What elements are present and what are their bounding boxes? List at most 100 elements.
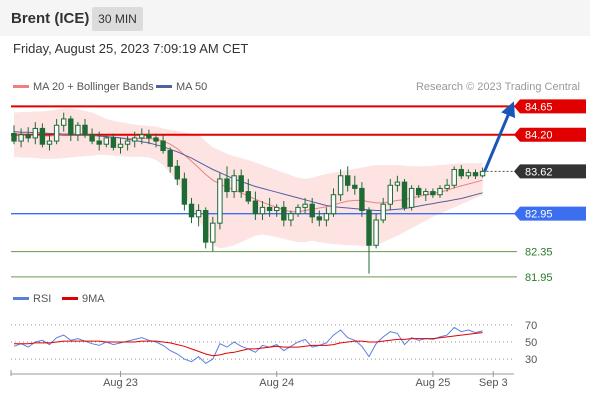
candle-body: [458, 168, 465, 177]
level-label-2: 83.62: [525, 166, 553, 178]
candle-41: [302, 197, 308, 214]
candle-body: [195, 210, 202, 218]
candle-body: [259, 206, 266, 215]
candle-body: [387, 184, 394, 205]
date-label: Friday, August 25, 2023 7:09:19 AM CET: [13, 41, 249, 56]
projection-arrow: [483, 101, 516, 172]
candle-body: [245, 191, 252, 202]
candle-12: [96, 131, 102, 151]
candle-14: [110, 133, 117, 151]
candle-body: [203, 210, 209, 243]
candle-0: [11, 125, 17, 145]
candle-26: [195, 204, 202, 227]
candle-body: [373, 219, 379, 246]
candle-10: [82, 118, 88, 138]
candle-39: [288, 210, 294, 227]
candle-47: [345, 166, 351, 192]
candle-61: [444, 178, 450, 192]
candle-body: [401, 181, 408, 208]
candle-44: [323, 207, 330, 227]
candle-body: [281, 206, 287, 221]
candle-body: [266, 206, 273, 212]
rsi-tick-label-1: 50: [525, 337, 537, 349]
rsi-tick-label-0: 70: [525, 320, 537, 332]
candle-59: [430, 188, 436, 198]
candle-body: [146, 134, 152, 139]
level-label-0: 84.65: [525, 101, 553, 113]
candle-body: [252, 200, 259, 215]
candle-body: [444, 184, 450, 189]
candle-body: [472, 172, 479, 177]
candle-1: [18, 128, 24, 148]
candle-body: [352, 184, 358, 189]
candle-30: [224, 166, 230, 198]
candle-body: [18, 134, 24, 142]
candle-body: [316, 216, 323, 221]
legend-swatch-ma50: [156, 85, 172, 88]
candle-body: [181, 178, 188, 205]
candle-body: [408, 187, 415, 208]
candle-63: [458, 165, 465, 179]
candle-31: [231, 169, 237, 198]
candle-56: [408, 185, 415, 211]
candle-body: [174, 165, 181, 180]
rsi-ma-line: [14, 332, 483, 357]
candle-body: [231, 175, 237, 193]
candle-27: [203, 207, 209, 249]
candle-23: [174, 160, 181, 186]
candle-body: [39, 127, 46, 145]
candle-21: [160, 134, 166, 154]
candle-body: [437, 187, 443, 196]
candle-33: [245, 178, 252, 205]
timeframe-badge[interactable]: 30 MIN: [92, 7, 143, 31]
candle-body: [160, 140, 166, 152]
rsi-tick-label-2: 30: [525, 354, 537, 366]
candle-48: [352, 175, 358, 195]
level-label-5: 81.95: [525, 272, 553, 284]
candle-37: [274, 204, 280, 217]
legend-label-rsi: RSI: [33, 293, 51, 305]
candle-body: [238, 175, 244, 193]
candle-11: [89, 128, 95, 145]
candle-body: [32, 127, 38, 139]
candle-15: [117, 137, 124, 154]
x-tick-label-0: Aug 23: [103, 377, 138, 389]
candle-body: [309, 203, 315, 218]
candle-7: [61, 112, 67, 132]
candle-body: [110, 137, 117, 148]
candle-40: [295, 204, 301, 217]
candle-19: [146, 129, 152, 145]
candle-49: [359, 182, 365, 217]
candle-52: [380, 197, 386, 224]
candle-body: [430, 191, 436, 196]
x-tick-label-1: Aug 24: [259, 377, 294, 389]
rsi-legend: RSI 9MA: [13, 293, 105, 305]
level-tag-0: [514, 99, 586, 114]
candle-body: [210, 222, 216, 243]
candle-42: [309, 197, 315, 224]
candle-20: [153, 133, 159, 148]
candle-54: [394, 175, 401, 192]
candle-body: [423, 191, 429, 196]
level-label-3: 82.95: [525, 209, 553, 221]
candle-22: [167, 147, 173, 173]
candle-body: [96, 140, 102, 145]
legend-label-ma20: MA 20 + Bollinger Bands: [33, 81, 154, 93]
candle-24: [181, 172, 188, 211]
candle-body: [117, 143, 124, 148]
legend-label-ma50: MA 50: [176, 81, 207, 93]
legend-swatch-ma20: [13, 85, 29, 88]
candle-5: [46, 134, 53, 151]
candle-body: [337, 175, 344, 196]
candle-body: [345, 175, 351, 186]
candle-4: [39, 123, 46, 148]
candle-28: [210, 216, 216, 252]
candle-body: [479, 170, 486, 177]
candle-3: [32, 122, 38, 145]
x-tick-label-3: Sep 3: [479, 377, 508, 389]
candle-35: [259, 201, 266, 220]
candle-body: [75, 124, 81, 136]
level-tag-2: [514, 164, 586, 179]
chart-header: Brent (ICE) 30 MIN: [0, 0, 590, 36]
x-tick-label-2: Aug 25: [415, 377, 450, 389]
